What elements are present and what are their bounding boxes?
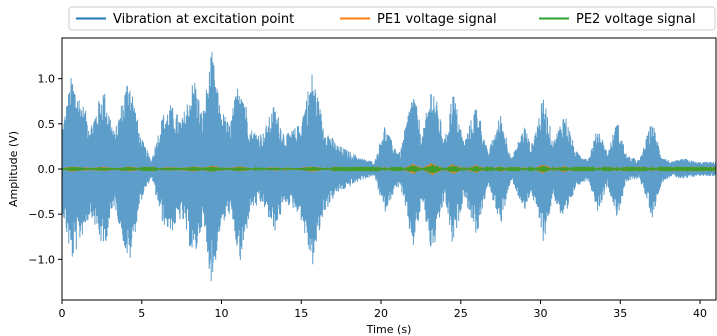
legend-entry-label: PE1 voltage signal xyxy=(377,12,497,27)
x-tick-label: 0 xyxy=(59,307,66,320)
x-tick-label: 5 xyxy=(138,307,145,320)
y-tick-label: −1.0 xyxy=(28,253,55,266)
series-vibration-line xyxy=(62,52,716,282)
x-tick-label: 40 xyxy=(693,307,707,320)
y-tick-label: 1.0 xyxy=(38,73,56,86)
x-tick-label: 20 xyxy=(374,307,388,320)
x-axis-label: Time (s) xyxy=(366,323,412,336)
x-tick-label: 30 xyxy=(534,307,548,320)
series-pe2-line xyxy=(62,164,716,174)
y-tick-label: 0.5 xyxy=(38,118,56,131)
x-tick-label: 25 xyxy=(454,307,468,320)
legend-entry-label: Vibration at excitation point xyxy=(113,12,294,27)
x-tick-label: 10 xyxy=(215,307,229,320)
legend: Vibration at excitation point PE1 voltage… xyxy=(68,6,716,31)
series-layer xyxy=(62,52,716,282)
legend-box xyxy=(68,6,716,31)
x-tick-label: 15 xyxy=(294,307,308,320)
y-axis-label: Amplitude (V) xyxy=(7,131,20,207)
x-tick-label: 35 xyxy=(613,307,627,320)
y-axis: −1.0 −0.5 0.0 0.5 1.0 xyxy=(28,73,62,266)
y-tick-label: 0.0 xyxy=(38,163,56,176)
legend-entry-label: PE2 voltage signal xyxy=(576,12,696,27)
x-axis: 0 5 10 15 20 25 30 35 40 xyxy=(59,300,707,320)
y-tick-label: −0.5 xyxy=(28,208,55,221)
